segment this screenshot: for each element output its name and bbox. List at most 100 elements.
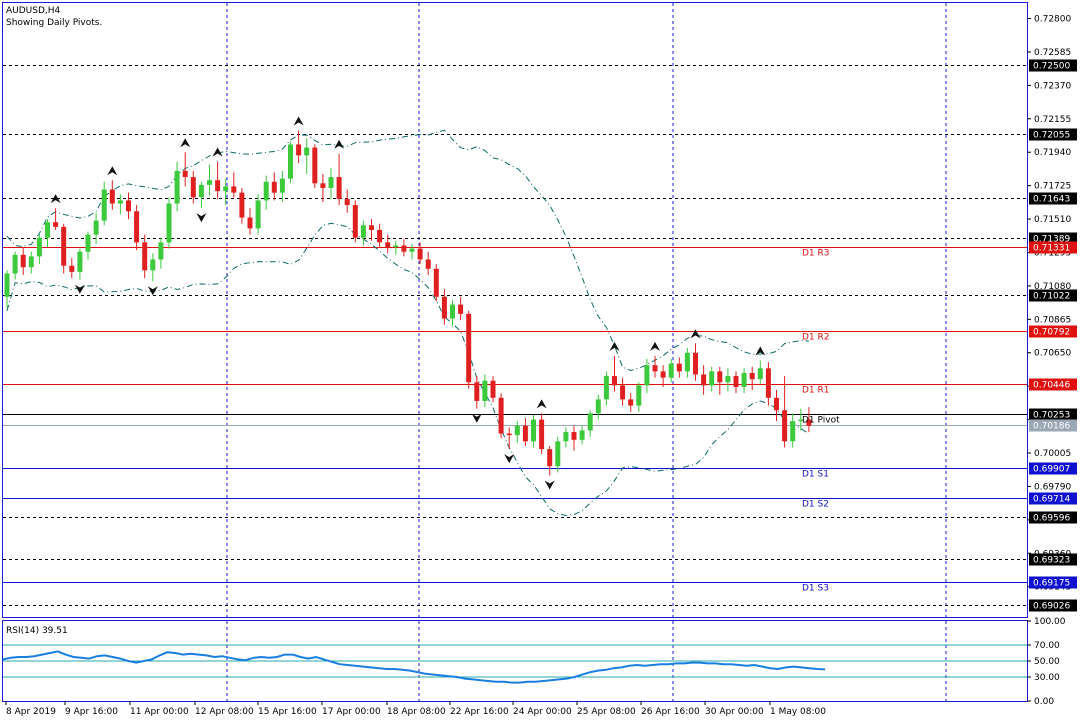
price-level-tag-label-11: 0.69714	[1033, 495, 1070, 505]
candle-body-54	[441, 296, 447, 319]
candle-body-85	[693, 352, 698, 375]
candle-body-76	[620, 385, 626, 400]
candle-body-32	[263, 181, 269, 201]
time-tick-label-7: 22 Apr 16:00	[450, 707, 509, 717]
candle-81	[660, 365, 666, 387]
candle-body-35	[288, 144, 293, 179]
candle-48	[393, 240, 399, 255]
candle-85	[693, 343, 698, 381]
candle-body-64	[522, 425, 528, 442]
candle-75	[612, 355, 617, 392]
rsi-tick-label-1: 70.00	[1034, 641, 1060, 651]
candle-body-14	[117, 200, 123, 204]
candle-body-82	[668, 363, 674, 378]
pivot-labels: D1 R3 D1 R2 D1 R1 D1 Pivot D1 S1 D1 S2 D1 S3	[802, 249, 840, 594]
candle-body-30	[247, 217, 253, 229]
candle-31	[255, 194, 261, 235]
candle-body-53	[433, 268, 439, 297]
candle-body-50	[409, 248, 415, 252]
candle-body-66	[539, 419, 545, 450]
candle-71	[579, 425, 585, 445]
fractal-up-icon-66	[536, 399, 547, 409]
main-chart-frame	[2, 2, 1028, 618]
candle-2	[20, 247, 26, 276]
candle-65	[531, 414, 536, 448]
candle-46	[377, 223, 383, 248]
candle-97	[790, 413, 796, 448]
upper-band	[6, 129, 809, 372]
price-tick-label-0: 0.72800	[1034, 15, 1071, 25]
candle-37	[304, 138, 310, 174]
price-level-tag-1	[1029, 128, 1077, 141]
price-axis: 0.72800 0.72585 0.72370 0.72155 0.71940 0.717…	[1027, 15, 1071, 593]
fractal-markers	[50, 116, 766, 490]
candle-84	[684, 348, 690, 378]
candle-93	[757, 360, 763, 384]
candle-body-96	[782, 410, 788, 442]
candle-body-2	[20, 254, 26, 268]
rsi-label: RSI(14) 39.51	[6, 626, 68, 636]
price-tick-label-3: 0.72155	[1034, 115, 1071, 125]
price-level-tag-2	[1029, 192, 1077, 205]
time-tick-label-11: 30 Apr 00:00	[705, 707, 764, 717]
candle-body-62	[506, 433, 512, 436]
candle-body-73	[595, 399, 601, 414]
candle-29	[239, 187, 245, 224]
candle-body-94	[765, 368, 771, 398]
candle-body-15	[126, 200, 131, 212]
price-level-tag-14	[1029, 576, 1077, 589]
time-tick-label-10: 26 Apr 16:00	[641, 707, 700, 717]
candle-30	[247, 208, 253, 235]
time-tick-label-9: 25 Apr 08:00	[577, 707, 636, 717]
candle-67	[547, 446, 553, 476]
candle-body-28	[231, 186, 237, 193]
candle-44	[360, 220, 366, 246]
candle-body-45	[369, 225, 374, 230]
candle-9	[77, 248, 83, 280]
price-level-tag-label-13: 0.69323	[1033, 556, 1070, 566]
candle-body-18	[150, 259, 156, 271]
candle-body-88	[717, 371, 723, 383]
candle-6	[53, 208, 59, 230]
candle-41	[336, 153, 342, 206]
candle-10	[85, 231, 91, 260]
time-tick-label-12: 1 May 08:00	[770, 707, 826, 717]
candle-13	[109, 180, 115, 210]
candle-body-57	[466, 313, 472, 383]
fractal-down-icon-67	[544, 480, 555, 490]
candle-42	[344, 189, 350, 213]
candle-38	[312, 144, 318, 188]
candle-body-10	[85, 234, 91, 252]
candle-73	[595, 394, 601, 420]
candle-body-84	[684, 352, 690, 372]
candle-body-63	[514, 425, 520, 436]
rsi-line	[2, 650, 826, 684]
pivot-label-d1-r2: D1 R2	[802, 333, 830, 343]
fractal-up-icon-80	[650, 341, 660, 351]
candle-43	[352, 200, 358, 243]
candle-body-87	[709, 371, 715, 386]
candle-body-72	[587, 413, 593, 431]
candle-body-34	[279, 178, 285, 193]
price-level-tag-13	[1029, 553, 1077, 566]
candle-55	[450, 299, 455, 327]
price-level-tag-12	[1029, 511, 1077, 524]
candle-body-79	[644, 365, 650, 386]
rsi-tick-label-2: 50.00	[1034, 657, 1060, 667]
candle-47	[385, 234, 391, 254]
candle-body-95	[774, 397, 779, 411]
candle-body-55	[450, 304, 455, 319]
rsi-tick-label-4: 0.00	[1034, 697, 1054, 707]
candlesticks	[4, 130, 812, 476]
candle-body-58	[474, 382, 480, 401]
candle-body-86	[701, 374, 707, 386]
candle-body-77	[628, 399, 634, 406]
time-tick-label-6: 18 Apr 08:00	[387, 707, 446, 717]
candle-51	[417, 242, 423, 265]
candle-4	[36, 234, 42, 265]
price-level-tag-label-10: 0.69907	[1033, 465, 1070, 475]
price-level-tag-7	[1029, 378, 1077, 391]
symbol-title: AUDUSD,H4	[6, 6, 61, 16]
candle-22	[182, 152, 188, 187]
